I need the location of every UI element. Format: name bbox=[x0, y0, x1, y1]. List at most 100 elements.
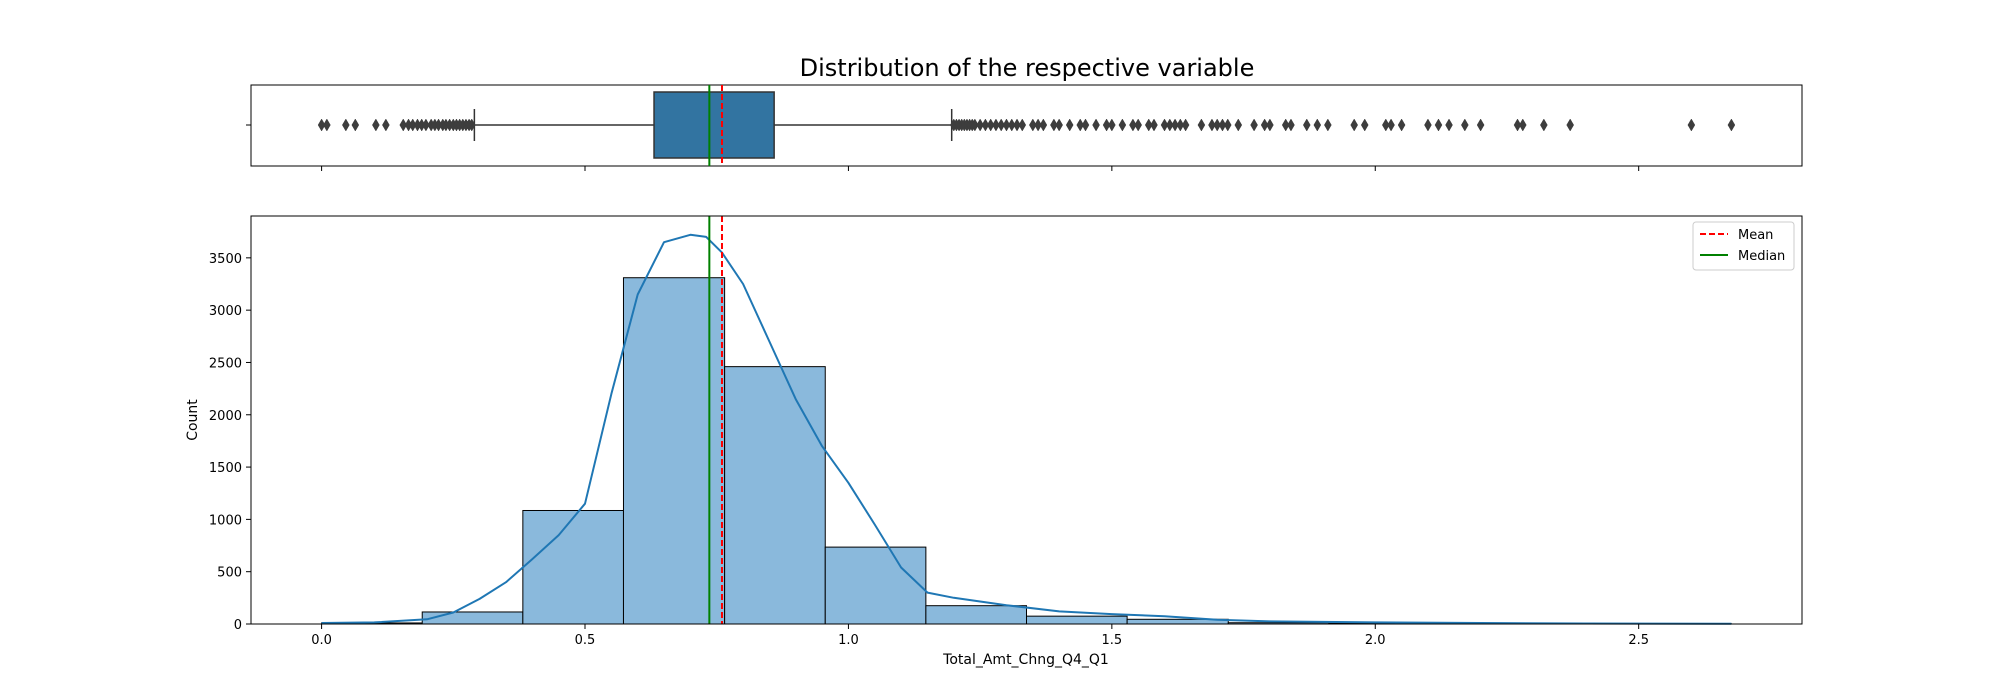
outlier-point bbox=[1223, 118, 1232, 132]
outlier-point bbox=[1324, 118, 1332, 132]
outlier-point bbox=[1129, 118, 1137, 132]
histogram-bar bbox=[522, 509, 624, 625]
outlier-point bbox=[1013, 118, 1021, 132]
outlier-point bbox=[467, 118, 476, 132]
outlier-point bbox=[1018, 118, 1027, 132]
outlier-point bbox=[1081, 118, 1090, 132]
y-tick-label: 3000 bbox=[209, 304, 242, 319]
outlier-point bbox=[1540, 118, 1548, 132]
outlier-point bbox=[1434, 118, 1443, 132]
outlier-point bbox=[323, 118, 331, 132]
legend-median-label: Median bbox=[1738, 249, 1785, 264]
boxplot-box bbox=[653, 91, 775, 159]
x-tick-label: 0.5 bbox=[575, 633, 596, 648]
outlier-point bbox=[976, 118, 984, 132]
outlier-point bbox=[971, 118, 979, 132]
y-tick-label: 1500 bbox=[209, 461, 242, 476]
outlier-point bbox=[1234, 118, 1243, 132]
outlier-point bbox=[1350, 118, 1358, 132]
outlier-point bbox=[1160, 118, 1169, 132]
histogram-bar bbox=[421, 611, 524, 625]
y-axis-label: Count bbox=[185, 399, 201, 441]
outlier-point bbox=[1513, 118, 1522, 132]
outlier-point bbox=[986, 118, 995, 132]
histogram-bar bbox=[1026, 615, 1128, 625]
histogram-bars bbox=[321, 277, 1732, 625]
outlier-point bbox=[1424, 118, 1432, 132]
boxplot-axes bbox=[246, 84, 1803, 171]
outlier-point bbox=[342, 118, 350, 132]
boxplot-xticks bbox=[321, 166, 1640, 171]
outlier-point bbox=[1065, 118, 1074, 132]
outlier-point bbox=[1007, 118, 1016, 132]
outlier-point bbox=[1445, 118, 1453, 132]
outlier-point bbox=[1208, 118, 1216, 132]
histogram-bar bbox=[925, 605, 1027, 625]
x-tick-label: 2.5 bbox=[1628, 633, 1649, 648]
outlier-point bbox=[1266, 118, 1274, 132]
outlier-point bbox=[1287, 118, 1295, 132]
histogram-stat-lines bbox=[708, 216, 723, 624]
kde-curve bbox=[321, 233, 1732, 625]
y-tick-label: 0 bbox=[234, 618, 242, 633]
outlier-point bbox=[1313, 118, 1322, 132]
y-tick-label: 500 bbox=[217, 566, 242, 581]
outlier-point bbox=[1118, 118, 1127, 132]
outlier-point bbox=[1108, 118, 1116, 132]
outlier-point bbox=[372, 118, 380, 132]
chart-title: Distribution of the respective variable bbox=[800, 54, 1255, 82]
outlier-point bbox=[1461, 118, 1469, 132]
histogram-xticks: 0.0 0.5 1.0 1.5 2.0 2.5 bbox=[311, 624, 1649, 648]
outlier-point bbox=[1092, 118, 1100, 132]
outlier-point bbox=[1171, 118, 1179, 132]
y-tick-label: 2500 bbox=[209, 356, 242, 371]
outlier-point bbox=[1476, 118, 1485, 132]
outlier-point bbox=[1197, 118, 1206, 132]
outlier-point bbox=[1387, 118, 1395, 132]
x-tick-label: 1.5 bbox=[1102, 633, 1123, 648]
outlier-point bbox=[981, 118, 990, 132]
outlier-point bbox=[1144, 118, 1153, 132]
outlier-point bbox=[1213, 118, 1222, 132]
outlier-point bbox=[1050, 118, 1058, 132]
x-axis-label: Total_Amt_Chng_Q4_Q1 bbox=[942, 652, 1109, 668]
legend-mean-label: Mean bbox=[1738, 228, 1773, 243]
outlier-point bbox=[1076, 118, 1085, 132]
outlier-point bbox=[1055, 118, 1063, 132]
outlier-point bbox=[1727, 118, 1736, 132]
x-tick-label: 0.0 bbox=[311, 633, 332, 648]
outlier-point bbox=[1281, 118, 1290, 132]
outlier-point bbox=[997, 118, 1006, 132]
outlier-point bbox=[351, 118, 360, 132]
outlier-point bbox=[1218, 118, 1227, 132]
histogram-axes: 0.0 0.5 1.0 1.5 2.0 2.5 0 500 1000 1500 2000 2500 3… bbox=[185, 215, 1803, 668]
boxplot-content bbox=[317, 85, 1736, 166]
outlier-point bbox=[1102, 118, 1111, 132]
outlier-point bbox=[1176, 118, 1185, 132]
outlier-point bbox=[1002, 118, 1011, 132]
outlier-point bbox=[1134, 118, 1142, 132]
outlier-point bbox=[317, 118, 326, 132]
kde-layer bbox=[321, 233, 1732, 625]
outlier-point bbox=[1566, 118, 1574, 132]
histogram-frame bbox=[250, 215, 1803, 625]
histogram-bar bbox=[622, 277, 726, 625]
legend: Mean Median bbox=[1692, 221, 1795, 271]
outlier-point bbox=[1518, 118, 1527, 132]
y-tick-label: 3500 bbox=[209, 252, 242, 267]
outlier-point bbox=[1302, 118, 1311, 132]
outlier-point bbox=[1029, 118, 1037, 132]
outlier-point bbox=[1687, 118, 1696, 132]
x-tick-label: 1.0 bbox=[838, 633, 859, 648]
histogram-yticks: 0 500 1000 1500 2000 2500 3000 3500 bbox=[209, 252, 251, 633]
outlier-point bbox=[1039, 118, 1048, 132]
outlier-point bbox=[1382, 118, 1390, 132]
outlier-point bbox=[1397, 118, 1406, 132]
outlier-point bbox=[992, 118, 1000, 132]
outlier-point bbox=[382, 118, 390, 132]
outlier-point bbox=[1250, 118, 1258, 132]
y-tick-label: 2000 bbox=[209, 409, 242, 424]
y-tick-label: 1000 bbox=[209, 513, 242, 528]
histogram-bar bbox=[824, 546, 927, 625]
